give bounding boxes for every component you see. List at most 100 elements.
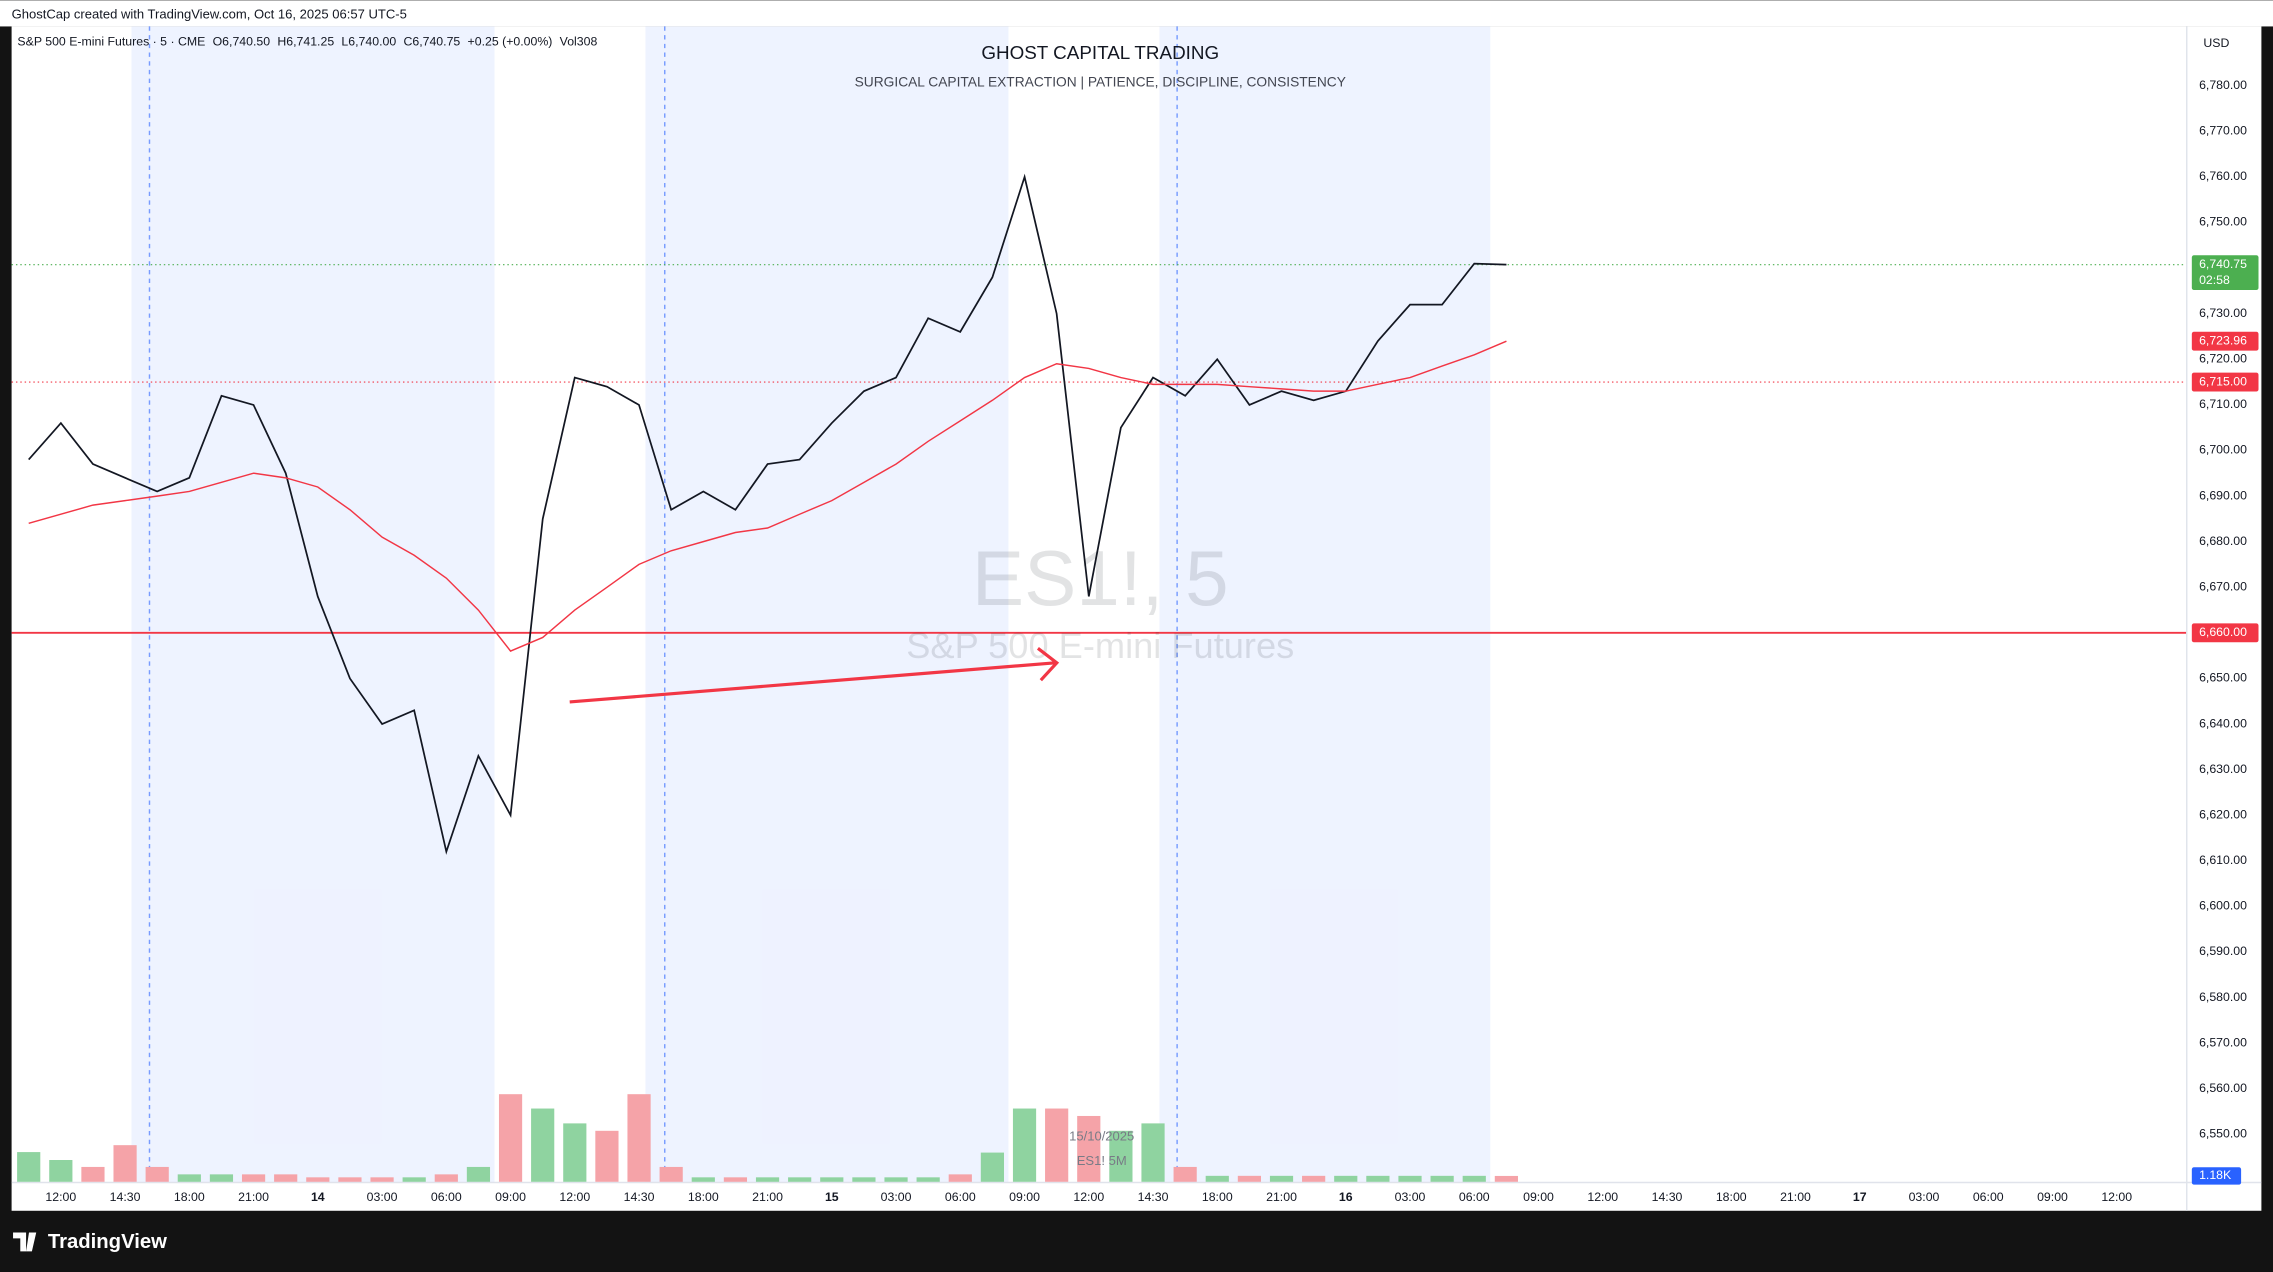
legend-low: L6,740.00 xyxy=(341,35,396,49)
volume-bar xyxy=(1269,1175,1294,1182)
price-label-box xyxy=(2191,623,2259,643)
header-bar xyxy=(0,0,2273,27)
x-tick-label: 09:00 xyxy=(1009,1190,1040,1204)
x-tick-label: 21:00 xyxy=(1780,1190,1811,1204)
y-tick-label: 6,580.00 xyxy=(2199,990,2247,1004)
y-tick-label: 6,690.00 xyxy=(2199,488,2247,502)
y-tick-label: 6,620.00 xyxy=(2199,807,2247,821)
volume-bar xyxy=(755,1177,780,1182)
marker-date: 15/10/2025 xyxy=(1069,1128,1134,1143)
arrow-head xyxy=(1036,647,1060,682)
x-tick-label: 12:00 xyxy=(559,1190,590,1204)
x-tick-label: 06:00 xyxy=(945,1190,976,1204)
volume-bar xyxy=(1462,1175,1486,1182)
volume-bar xyxy=(81,1166,105,1182)
price-label: 6,660.00 xyxy=(2199,625,2247,639)
y-tick-label: 6,770.00 xyxy=(2199,124,2247,138)
x-tick-label: 09:00 xyxy=(495,1190,526,1204)
volume-bar xyxy=(1045,1108,1069,1182)
volume-bar xyxy=(338,1177,362,1182)
chart-title: GHOST CAPITAL TRADING xyxy=(981,42,1219,63)
x-tick-label: 14:30 xyxy=(1138,1190,1169,1204)
x-tick-label: 09:00 xyxy=(2037,1190,2068,1204)
volume-bar xyxy=(1494,1175,1518,1182)
y-tick-label: 6,550.00 xyxy=(2199,1127,2247,1141)
price-label: 6,740.75 xyxy=(2199,257,2247,271)
price-line xyxy=(28,173,1507,855)
volume-label: 1.18K xyxy=(2199,1168,2232,1182)
x-tick-label: 14:30 xyxy=(110,1190,141,1204)
volume-bar xyxy=(274,1174,298,1182)
volume-bar xyxy=(402,1177,426,1182)
legend: S&P 500 E-mini Futures · 5 · CME O6,740.5… xyxy=(17,35,597,49)
chart-panel xyxy=(11,26,2262,1211)
x-tick-label: 06:00 xyxy=(1973,1190,2004,1204)
currency: USD xyxy=(2203,36,2229,50)
volume-bar xyxy=(916,1177,940,1182)
marker-symbol: ES1! 5M xyxy=(1077,1153,1127,1168)
x-tick-label: 14:30 xyxy=(624,1190,655,1204)
volume-bar xyxy=(627,1094,651,1182)
x-tick-label: 03:00 xyxy=(1395,1190,1426,1204)
volume-bar xyxy=(177,1174,201,1182)
y-tick-label: 6,610.00 xyxy=(2199,853,2247,867)
volume-bar xyxy=(1302,1175,1326,1182)
plot xyxy=(11,26,2187,1182)
volume-bar xyxy=(466,1166,491,1182)
volume-bar xyxy=(209,1174,234,1182)
volume-bar xyxy=(1173,1166,1197,1182)
volume-bar xyxy=(306,1177,330,1182)
watermark-subtitle: S&P 500 E-mini Futures xyxy=(906,625,1294,666)
volume-bar xyxy=(723,1177,748,1182)
session-band xyxy=(1159,26,1491,1182)
price-label: 6,723.96 xyxy=(2199,333,2247,347)
y-tick-label: 6,640.00 xyxy=(2199,716,2247,730)
y-tick-label: 6,650.00 xyxy=(2199,671,2247,685)
volume-bar xyxy=(980,1152,1005,1182)
x-tick-label: 03:00 xyxy=(881,1190,912,1204)
volume-bar xyxy=(1237,1175,1261,1182)
volume-bar xyxy=(1334,1175,1358,1182)
moving-average xyxy=(28,340,1507,652)
header-text: GhostCap created with TradingView.com, O… xyxy=(12,6,407,21)
volume-bar xyxy=(884,1177,908,1182)
y-tick-label: 6,720.00 xyxy=(2199,352,2247,366)
price-countdown: 02:58 xyxy=(2199,273,2230,287)
volume-bar xyxy=(691,1177,715,1182)
x-tick-label: 18:00 xyxy=(1716,1190,1747,1204)
arrow xyxy=(569,647,1060,704)
x-tick-label: 21:00 xyxy=(1266,1190,1297,1204)
volume-label-box xyxy=(2191,1167,2242,1185)
volume-bar xyxy=(820,1177,844,1182)
volume-bar xyxy=(241,1174,266,1182)
x-tick-label: 16 xyxy=(1339,1190,1353,1204)
volume-bar xyxy=(1430,1175,1454,1182)
x-tick-label: 21:00 xyxy=(238,1190,269,1204)
y-tick-label: 6,630.00 xyxy=(2199,762,2247,776)
x-tick-label: 18:00 xyxy=(1202,1190,1233,1204)
x-tick-label: 14 xyxy=(311,1190,325,1204)
volume-bar xyxy=(370,1177,394,1182)
y-tick-label: 6,670.00 xyxy=(2199,579,2247,593)
y-tick-label: 6,560.00 xyxy=(2199,1081,2247,1095)
session-band xyxy=(131,26,495,1182)
volume-bar xyxy=(788,1177,812,1182)
x-tick-label: 06:00 xyxy=(1459,1190,1490,1204)
price-label-box xyxy=(2191,372,2259,392)
x-tick-label: 12:00 xyxy=(1587,1190,1618,1204)
legend-open: O6,740.50 xyxy=(213,35,271,49)
logo: TradingView xyxy=(13,1231,167,1253)
x-tick-label: 12:00 xyxy=(2101,1190,2132,1204)
volume-bar xyxy=(531,1108,555,1182)
x-tick-label: 03:00 xyxy=(1909,1190,1940,1204)
y-tick-label: 6,590.00 xyxy=(2199,944,2247,958)
y-tick-label: 6,680.00 xyxy=(2199,534,2247,548)
x-tick-label: 17 xyxy=(1853,1190,1867,1204)
logo-icon xyxy=(13,1232,37,1252)
y-tick-label: 6,600.00 xyxy=(2199,899,2247,913)
x-tick-label: 12:00 xyxy=(1073,1190,1104,1204)
x-tick-label: 18:00 xyxy=(688,1190,719,1204)
y-tick-label: 6,700.00 xyxy=(2199,443,2247,457)
